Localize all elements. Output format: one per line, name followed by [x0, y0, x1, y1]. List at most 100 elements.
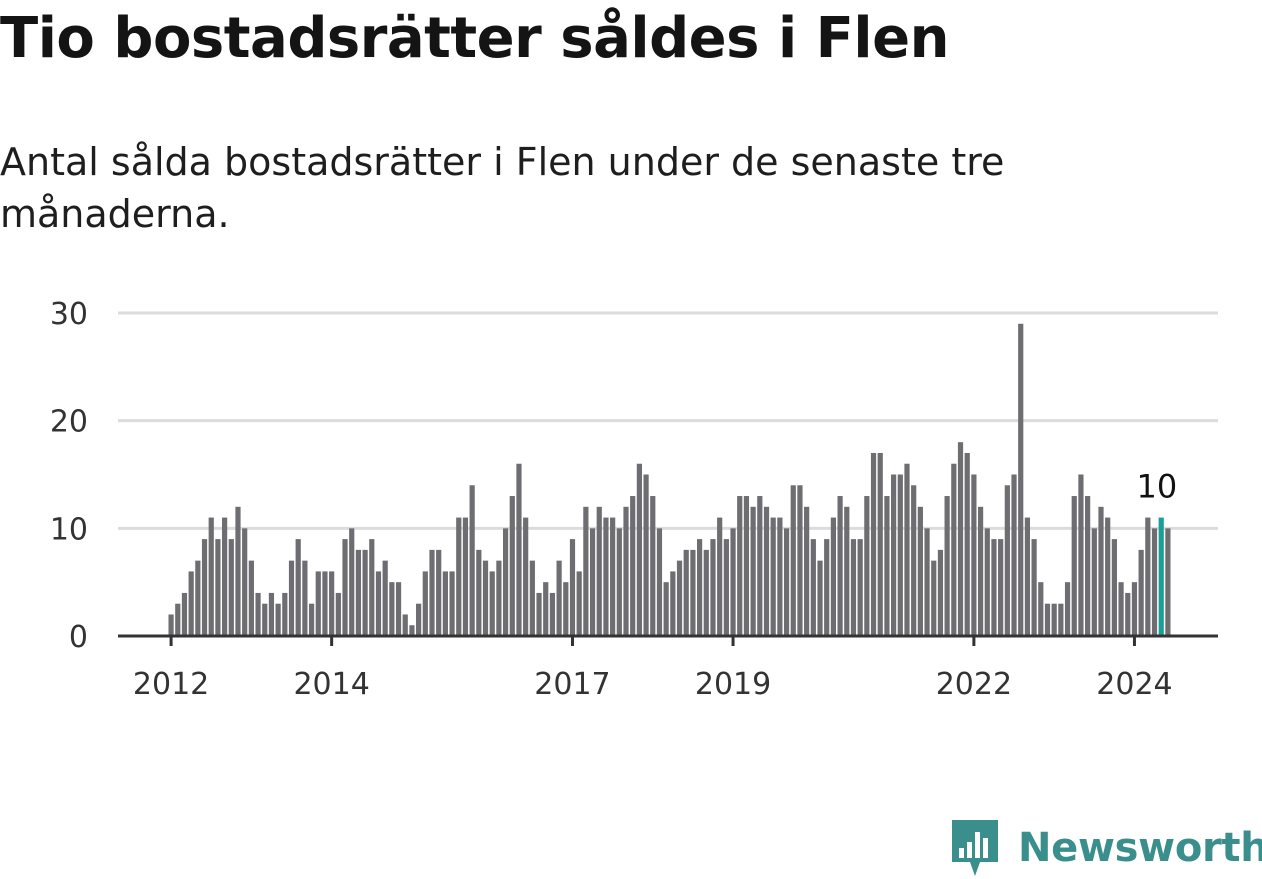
bar — [1138, 549, 1144, 636]
brand-name: Newsworthy — [1018, 825, 1262, 871]
bar — [1091, 528, 1097, 636]
bar — [984, 528, 990, 636]
bar — [308, 603, 315, 636]
bar — [697, 539, 703, 636]
bar — [1111, 539, 1117, 636]
bar — [824, 539, 830, 636]
bar — [1105, 517, 1111, 636]
highlight-value-label: 10 — [1136, 468, 1177, 506]
bar — [877, 452, 883, 636]
bar — [763, 506, 770, 636]
bar — [1125, 592, 1131, 636]
y-tick-label: 10 — [50, 512, 88, 547]
bar — [235, 506, 241, 636]
bar — [208, 517, 214, 636]
bar — [282, 592, 288, 636]
bar — [770, 517, 776, 636]
bar — [589, 528, 596, 636]
newsworthy-logo-icon — [952, 820, 998, 876]
bar — [429, 549, 435, 636]
x-tick-label: 2017 — [534, 667, 610, 702]
bar — [1064, 582, 1071, 636]
y-axis: 0 10 20 30 — [50, 297, 88, 655]
bar — [676, 560, 683, 636]
bar — [496, 560, 502, 636]
bar — [536, 592, 542, 636]
brand-logo[interactable]: Newsworthy — [950, 818, 1262, 878]
x-tick-label: 2024 — [1096, 667, 1172, 702]
bar — [790, 485, 796, 636]
bar — [382, 560, 388, 636]
bar — [957, 442, 964, 636]
bar — [195, 560, 201, 636]
bar — [1031, 539, 1037, 636]
chart-title: Tio bostadsrätter såldes i Flen — [0, 6, 949, 71]
bar — [937, 549, 944, 636]
bar — [422, 571, 428, 636]
bar — [743, 496, 750, 636]
bar — [750, 506, 756, 636]
bar — [1051, 603, 1057, 636]
bar — [228, 539, 234, 636]
bar — [569, 539, 576, 636]
bar — [603, 517, 609, 636]
bar — [175, 603, 181, 636]
bar — [476, 549, 482, 636]
bar — [509, 496, 515, 636]
bar — [971, 474, 977, 636]
bar — [857, 539, 863, 636]
bar — [830, 517, 836, 636]
y-tick-label: 0 — [69, 620, 88, 655]
bar — [911, 485, 917, 636]
bar — [864, 496, 870, 636]
bar — [1085, 496, 1091, 636]
bar — [456, 517, 462, 636]
bar — [395, 582, 402, 636]
bar — [837, 496, 843, 636]
bar — [1145, 517, 1151, 636]
bar — [255, 592, 261, 636]
bar — [1011, 474, 1017, 636]
bar — [663, 582, 669, 636]
bar — [717, 517, 723, 636]
bar — [897, 474, 903, 636]
bar — [964, 452, 970, 636]
bar — [335, 592, 341, 636]
bar — [757, 496, 763, 636]
bar — [1018, 323, 1024, 636]
x-tick-label: 2012 — [133, 667, 209, 702]
bar — [1071, 496, 1077, 636]
bar — [329, 571, 335, 636]
bar — [891, 474, 897, 636]
bar — [777, 517, 783, 636]
bar — [181, 592, 188, 636]
bar — [931, 560, 937, 636]
bar — [275, 603, 281, 636]
bar — [616, 528, 622, 636]
bar — [442, 571, 448, 636]
bar — [810, 539, 816, 636]
x-tick-label: 2022 — [936, 667, 1012, 702]
bar — [482, 560, 489, 636]
bar — [416, 603, 422, 636]
bar — [409, 625, 415, 636]
bar — [1004, 485, 1010, 636]
bar — [650, 496, 656, 636]
bar — [1151, 528, 1158, 636]
bar — [596, 506, 602, 636]
bar — [523, 517, 529, 636]
bar — [556, 560, 562, 636]
bar — [703, 549, 709, 636]
bar — [248, 560, 254, 636]
bar — [549, 592, 556, 636]
y-tick-label: 20 — [50, 405, 88, 440]
bar — [295, 539, 301, 636]
bar — [462, 517, 469, 636]
bar — [583, 506, 589, 636]
bar — [670, 571, 676, 636]
bar — [1044, 603, 1051, 636]
chart-subtitle: Antal sålda bostadsrätter i Flen under d… — [0, 140, 1005, 236]
x-tick-label: 2014 — [293, 667, 369, 702]
grid-lines — [118, 311, 1218, 530]
